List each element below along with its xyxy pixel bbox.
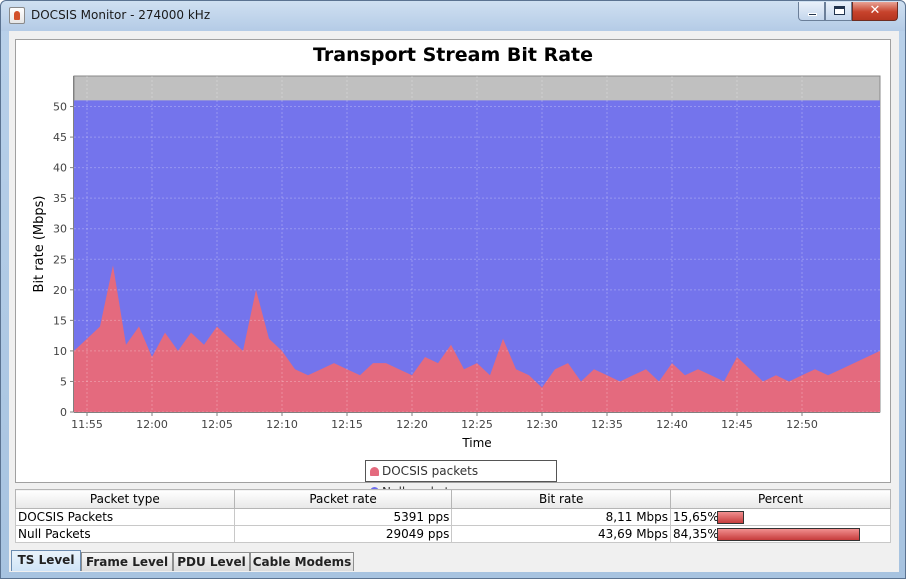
y-tick-label: 30 xyxy=(53,223,67,236)
tab-pdu-level[interactable]: PDU Level xyxy=(173,552,250,571)
column-header-bit-rate[interactable]: Bit rate xyxy=(451,489,672,509)
y-tick-label: 0 xyxy=(60,406,67,419)
maximize-icon xyxy=(834,6,845,15)
chart-legend: DOCSIS packets Null packets xyxy=(365,460,557,499)
x-axis-label: Time xyxy=(461,436,491,450)
column-header-percent[interactable]: Percent xyxy=(670,489,891,509)
chart-title: Transport Stream Bit Rate xyxy=(313,44,593,66)
client-area: Transport Stream Bit Rate 0 5 10 15 20 25 30 35… xyxy=(9,31,899,572)
tab-frame-level[interactable]: Frame Level xyxy=(81,552,173,571)
y-tick-label: 5 xyxy=(60,375,67,388)
x-tick-label: 12:15 xyxy=(331,418,363,431)
y-tick-label: 50 xyxy=(53,101,67,114)
x-tick-label: 12:25 xyxy=(461,418,493,431)
title-bar[interactable]: DOCSIS Monitor - 274000 kHz ✕ xyxy=(1,1,905,31)
cell-packet-type: Null Packets xyxy=(15,525,235,543)
y-tick-label: 15 xyxy=(53,314,67,327)
x-tick-label: 12:50 xyxy=(786,418,818,431)
tab-ts-level[interactable]: TS Level xyxy=(11,550,81,571)
minimize-button[interactable] xyxy=(798,2,825,21)
series-area-docsis-packets xyxy=(74,265,880,412)
bitrate-chart: 0 5 10 15 20 25 30 35 40 45 50 11:55 12:00 12:05 12:10… xyxy=(32,75,881,450)
y-axis-label: Bit rate (Mbps) xyxy=(32,196,47,293)
cell-packet-rate: 5391 pps xyxy=(233,508,453,526)
percent-bar xyxy=(717,510,745,524)
y-tick-label: 40 xyxy=(53,162,67,175)
close-icon: ✕ xyxy=(869,3,881,18)
cell-bit-rate: 43,69 Mbps xyxy=(451,525,672,543)
cell-packet-rate: 29049 pps xyxy=(233,525,453,543)
packet-stats-table: Packet type Packet rate Bit rate Percent… xyxy=(15,489,891,543)
cell-percent: 15,65% xyxy=(670,508,891,526)
x-tick-label: 11:55 xyxy=(71,418,103,431)
x-tick-label: 12:20 xyxy=(396,418,428,431)
x-tick-label: 12:35 xyxy=(591,418,623,431)
y-tick-label: 25 xyxy=(53,253,67,266)
legend-label-docsis: DOCSIS packets xyxy=(382,464,479,478)
window-title: DOCSIS Monitor - 274000 kHz xyxy=(31,8,211,22)
x-tick-label: 12:05 xyxy=(201,418,233,431)
x-tick-label: 12:10 xyxy=(266,418,298,431)
column-header-packet-type[interactable]: Packet type xyxy=(15,489,235,509)
java-app-icon[interactable] xyxy=(9,7,25,24)
cell-bit-rate: 8,11 Mbps xyxy=(451,508,672,526)
cell-percent: 84,35% xyxy=(670,525,891,543)
percent-text: 15,65% xyxy=(673,510,719,524)
x-tick-label: 12:45 xyxy=(721,418,753,431)
percent-text: 84,35% xyxy=(673,527,719,541)
chart-panel: Transport Stream Bit Rate 0 5 10 15 20 25 30 35… xyxy=(15,39,891,499)
cell-packet-type: DOCSIS Packets xyxy=(15,508,235,526)
x-tick-label: 12:30 xyxy=(526,418,558,431)
x-tick-label: 12:40 xyxy=(656,418,688,431)
table-row[interactable]: Null Packets 29049 pps 43,69 Mbps 84,35% xyxy=(15,525,891,543)
table-header-row: Packet type Packet rate Bit rate Percent xyxy=(15,489,891,509)
x-tick-label: 12:00 xyxy=(136,418,168,431)
y-tick-label: 10 xyxy=(53,345,67,358)
column-header-packet-rate[interactable]: Packet rate xyxy=(233,489,453,509)
series-area-null-packets xyxy=(74,100,880,413)
minimize-icon xyxy=(808,13,817,16)
legend-swatch-docsis xyxy=(370,466,379,476)
y-tick-label: 45 xyxy=(53,131,67,144)
maximize-button[interactable] xyxy=(825,2,852,21)
table-row[interactable]: DOCSIS Packets 5391 pps 8,11 Mbps 15,65% xyxy=(15,508,891,526)
y-tick-label: 20 xyxy=(53,284,67,297)
percent-bar xyxy=(717,527,861,541)
close-button[interactable]: ✕ xyxy=(852,2,898,21)
y-tick-label: 35 xyxy=(53,192,67,205)
tab-cable-modems[interactable]: Cable Modems xyxy=(250,552,354,571)
legend-item-docsis: DOCSIS packets xyxy=(370,461,478,481)
